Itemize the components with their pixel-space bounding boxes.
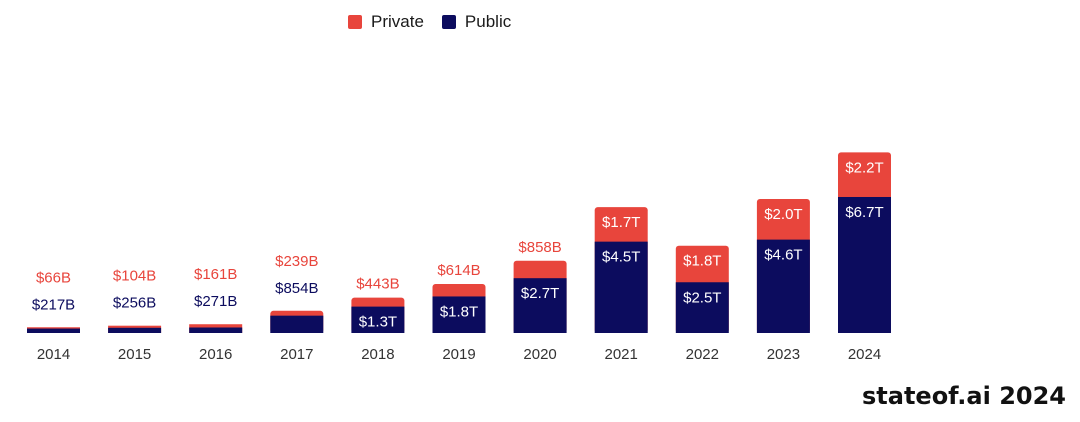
label-public-2018: $1.3T: [359, 314, 397, 331]
x-tick-2024: 2024: [848, 346, 881, 363]
legend-item-public: Public: [441, 12, 512, 32]
label-private-2018: $443B: [356, 276, 399, 293]
label-private-2015: $104B: [113, 268, 156, 285]
label-private-2021: $1.7T: [602, 214, 640, 231]
label-private-2020: $858B: [518, 239, 561, 256]
bar-public-2017: [270, 315, 324, 333]
bar-public-2020: [513, 278, 567, 333]
label-public-2024: $6.7T: [845, 204, 883, 221]
label-public-2023: $4.6T: [764, 247, 802, 264]
x-tick-2018: 2018: [361, 346, 394, 363]
x-tick-2023: 2023: [767, 346, 800, 363]
label-public-2015: $256B: [113, 295, 156, 312]
x-tick-2017: 2017: [280, 346, 313, 363]
legend-swatch-private: [348, 15, 362, 29]
label-public-2019: $1.8T: [440, 303, 478, 320]
x-tick-2021: 2021: [605, 346, 638, 363]
label-private-2019: $614B: [437, 262, 480, 279]
brand-watermark: stateof.ai 2024: [861, 382, 1066, 410]
label-private-2014: $66B: [36, 269, 71, 286]
legend-swatch-public: [441, 15, 456, 29]
label-public-2021: $4.5T: [602, 249, 640, 266]
bar-public-2016: [189, 327, 243, 333]
legend: Private Public: [348, 12, 529, 32]
label-public-2017: $854B: [275, 280, 318, 297]
bar-public-2014: [27, 328, 80, 333]
legend-label-public: Public: [464, 12, 512, 31]
legend-item-private: Private: [348, 12, 424, 32]
bar-public-2019: [432, 296, 486, 333]
label-private-2017: $239B: [275, 253, 318, 270]
label-public-2016: $271B: [194, 293, 237, 310]
x-tick-2015: 2015: [118, 346, 151, 363]
bar-public-2021: [594, 241, 648, 333]
bar-public-2023: [756, 239, 810, 333]
label-public-2022: $2.5T: [683, 289, 721, 306]
label-public-2014: $217B: [32, 296, 75, 313]
label-public-2020: $2.7T: [521, 285, 559, 302]
bar-public-2015: [108, 327, 162, 333]
x-tick-2016: 2016: [199, 346, 232, 363]
label-private-2022: $1.8T: [683, 253, 721, 270]
x-tick-2019: 2019: [442, 346, 475, 363]
bar-public-2022: [675, 282, 729, 333]
x-tick-2020: 2020: [523, 346, 556, 363]
label-private-2023: $2.0T: [764, 206, 802, 223]
x-tick-2014: 2014: [37, 346, 70, 363]
x-tick-2022: 2022: [686, 346, 719, 363]
label-private-2024: $2.2T: [845, 159, 883, 176]
legend-label-private: Private: [371, 12, 424, 31]
bar-public-2024: [838, 196, 891, 333]
bar-public-2018: [351, 306, 405, 333]
label-private-2016: $161B: [194, 266, 237, 283]
